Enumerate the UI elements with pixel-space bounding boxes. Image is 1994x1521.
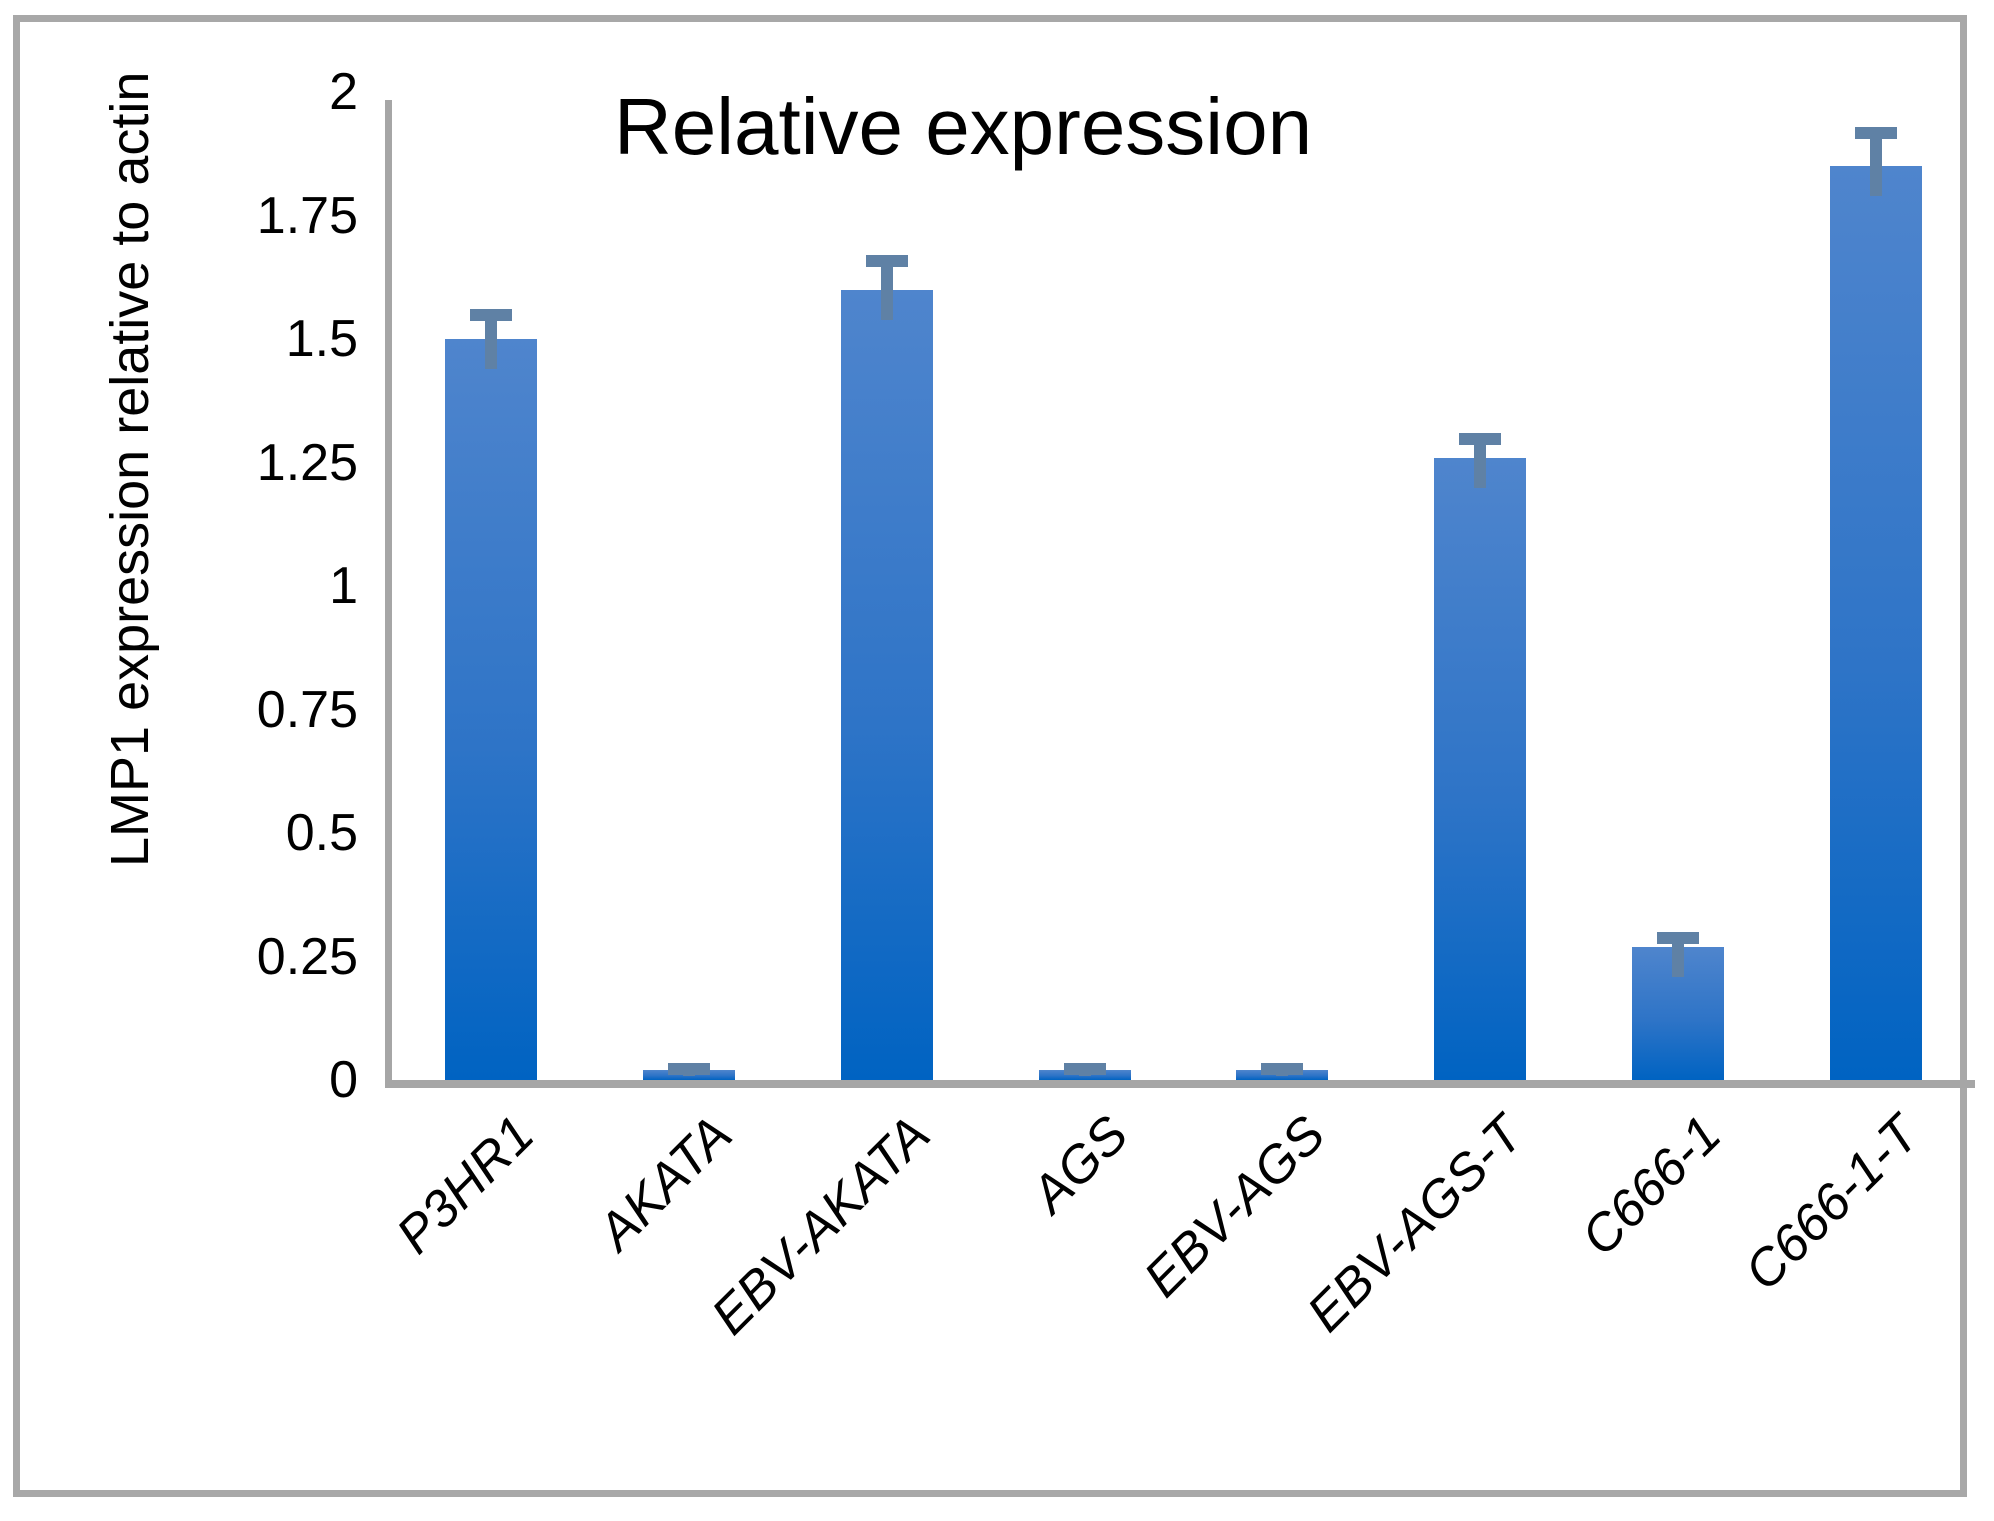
y-tick-label: 2 [329,63,358,121]
y-tick-label: 0.25 [256,927,358,986]
bar [840,289,933,1080]
bar [1830,166,1923,1080]
error-bar-cap [865,255,908,268]
error-bar-cap [1657,931,1700,944]
error-bar-line [484,309,497,369]
y-axis-line [385,100,392,1088]
x-axis-line [385,1080,1975,1088]
y-tick-label: 0.5 [285,804,358,862]
y-tick-label: 1.75 [256,186,358,245]
chart-title: Relative expression [613,82,1313,171]
y-tick-label: 1 [329,557,358,615]
y-tick-label: 0 [329,1051,358,1109]
error-bar-cap [469,309,512,322]
error-bar-cap [667,1062,710,1075]
y-tick-label: 0.75 [256,680,358,739]
error-bar-cap [1855,126,1898,139]
y-tick-label: 1.25 [256,433,358,492]
bar [1434,457,1527,1080]
y-tick-label: 1.5 [285,310,358,368]
figure-frame [13,15,1967,1497]
error-bar-line [1474,432,1487,488]
error-bar-cap [1261,1062,1304,1075]
bar [444,339,537,1080]
error-bar-line [1870,126,1883,197]
error-bar-cap [1459,432,1502,445]
error-bar-cap [1063,1062,1106,1075]
error-bar-line [880,255,893,320]
